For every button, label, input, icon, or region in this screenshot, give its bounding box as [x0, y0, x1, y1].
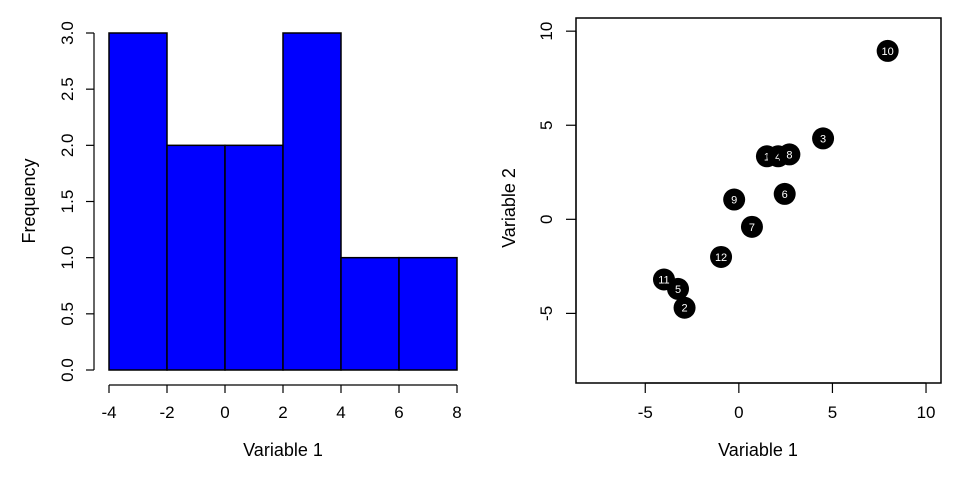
scatter-point-label: 9 — [731, 195, 737, 207]
scatter-point-label: 10 — [882, 46, 894, 58]
scatter-point-label: 7 — [749, 222, 755, 234]
histogram-bar — [166, 144, 226, 371]
histogram-y-tick-label: 0.0 — [58, 358, 77, 382]
scatter-point-label: 4 — [775, 151, 781, 163]
scatter-point: 2 — [673, 296, 696, 319]
scatter-point-marker — [710, 245, 733, 268]
scatter-point-marker — [876, 39, 899, 62]
scatter-point: 7 — [740, 215, 763, 238]
scatter-point-marker — [773, 182, 796, 205]
histogram-y-tick-label: 0.5 — [58, 302, 77, 326]
histogram-x-axis-label: Variable 1 — [243, 440, 323, 460]
scatter-point: 9 — [723, 188, 746, 211]
scatter-point-label: 6 — [782, 189, 788, 201]
scatter-point-marker — [723, 188, 746, 211]
scatter-point-label: 3 — [820, 133, 826, 145]
scatter-point-label: 11 — [658, 275, 669, 287]
scatter-y-tick-label: 10 — [537, 22, 556, 41]
scatter-x-axis-label: Variable 1 — [718, 440, 798, 460]
scatter-point: 12 — [710, 245, 733, 268]
scatter-point-label: 5 — [675, 284, 681, 296]
histogram-y-axis-label: Frequency — [19, 158, 39, 243]
scatter-y-tick-label: -5 — [537, 306, 556, 321]
histogram-y-tick-label: 2.0 — [58, 134, 77, 158]
scatter-x-tick-label: 5 — [828, 403, 837, 422]
scatter-plot-frame — [575, 17, 942, 384]
scatter-x-tick-label: -5 — [638, 403, 653, 422]
scatter-point: 6 — [773, 182, 796, 205]
scatter-point-label: 8 — [786, 149, 792, 161]
scatter-x-axis: -5 0 5 10 — [638, 382, 936, 422]
scatter-point-marker — [673, 296, 696, 319]
scatter-y-tick-label: 0 — [537, 215, 556, 224]
scatter-y-tick-label: 5 — [537, 121, 556, 130]
histogram-x-tick-label: -2 — [159, 403, 174, 422]
histogram-x-tick-label: -4 — [101, 403, 116, 422]
histogram-x-tick-label: 8 — [452, 403, 461, 422]
histogram-y-tick-label: 3.0 — [58, 21, 77, 45]
histogram-y-tick-label: 1.0 — [58, 246, 77, 270]
histogram-bar — [398, 256, 458, 371]
scatter-point-label: 2 — [682, 303, 688, 315]
scatter-point-marker — [740, 215, 763, 238]
histogram-bar — [282, 32, 342, 371]
histogram-bar — [108, 32, 168, 371]
scatter-point: 10 — [876, 39, 899, 62]
scatter-point: 8 — [778, 143, 801, 166]
histogram-x-tick-label: 6 — [394, 403, 403, 422]
scatter-point: 11 — [652, 268, 675, 291]
histogram-y-tick-label: 2.5 — [58, 77, 77, 101]
scatter-x-tick-label: 0 — [734, 403, 743, 422]
scatter-y-axis: -5 0 5 10 — [537, 22, 577, 321]
scatter-point: 3 — [812, 127, 835, 150]
histogram-bar — [224, 144, 284, 371]
histogram-y-axis: 0.0 0.5 1.0 1.5 2.0 2.5 3.0 — [58, 21, 95, 382]
histogram-bar — [340, 256, 400, 371]
histogram-y-tick-label: 1.5 — [58, 190, 77, 214]
scatter-point-marker — [778, 143, 801, 166]
histogram-x-tick-label: 2 — [278, 403, 287, 422]
histogram-bars — [108, 32, 458, 371]
histogram-panel: -4 -2 0 2 4 6 8 0.0 0.5 1.0 1.5 2.0 2.5 3.0 Variable… — [19, 21, 462, 460]
scatter-point-label: 12 — [715, 252, 727, 264]
scatter-y-axis-label: Variable 2 — [499, 168, 519, 248]
histogram-x-tick-label: 4 — [336, 403, 345, 422]
scatter-x-tick-label: 10 — [917, 403, 936, 422]
scatter-point-marker — [812, 127, 835, 150]
histogram-x-axis: -4 -2 0 2 4 6 8 — [101, 384, 462, 422]
histogram-x-tick-label: 0 — [220, 403, 229, 422]
scatter-point-label: 1 — [764, 151, 770, 163]
scatter-point-marker — [652, 268, 675, 291]
